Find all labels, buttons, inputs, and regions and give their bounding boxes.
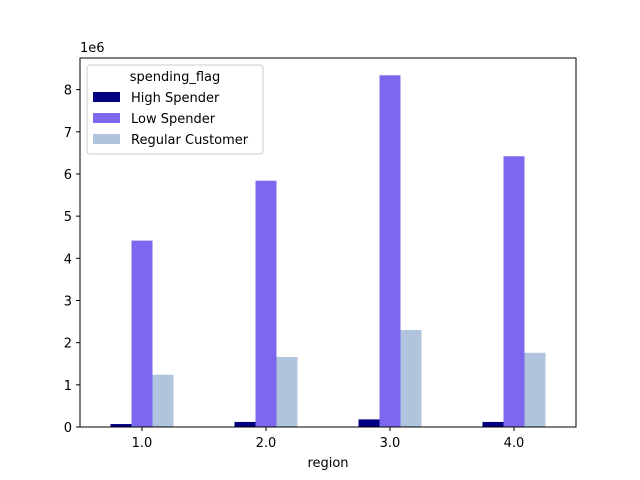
y-tick-label: 2 bbox=[64, 337, 72, 352]
bars-layer bbox=[110, 75, 546, 427]
legend: spending_flag High Spender Low Spender Reg… bbox=[86, 64, 264, 155]
y-tick-label: 0 bbox=[64, 421, 72, 436]
legend-label-low-spender: Low Spender bbox=[131, 112, 216, 127]
plot-frame bbox=[79, 57, 577, 428]
bar-low-spender-3.0 bbox=[379, 75, 401, 427]
x-tick-label: 1.0 bbox=[132, 436, 153, 451]
legend-items: High Spender Low Spender Regular Customer bbox=[93, 91, 249, 148]
bar-high-spender-4.0 bbox=[482, 421, 504, 427]
y-tick-label: 3 bbox=[64, 294, 72, 309]
x-tick-label: 3.0 bbox=[380, 436, 401, 451]
y-tick-label: 6 bbox=[64, 168, 72, 183]
bar-low-spender-2.0 bbox=[255, 180, 277, 427]
bar-high-spender-2.0 bbox=[234, 421, 256, 427]
bar-regular-customer-2.0 bbox=[276, 356, 298, 427]
bar-regular-customer-3.0 bbox=[400, 330, 422, 427]
y-tick-label: 7 bbox=[64, 126, 72, 141]
legend-title: spending_flag bbox=[130, 70, 221, 85]
y-tick-label: 5 bbox=[64, 210, 72, 225]
bar-low-spender-4.0 bbox=[503, 156, 525, 427]
x-axis: 1.0 2.0 3.0 4.0 bbox=[132, 427, 525, 451]
bar-high-spender-3.0 bbox=[358, 419, 380, 427]
x-tick-label: 2.0 bbox=[256, 436, 277, 451]
legend-label-regular-customer: Regular Customer bbox=[131, 133, 249, 148]
legend-swatch-high-spender bbox=[93, 92, 120, 102]
x-tick-label: 4.0 bbox=[504, 436, 525, 451]
bar-regular-customer-4.0 bbox=[524, 352, 546, 427]
legend-box bbox=[86, 64, 264, 155]
bar-regular-customer-1.0 bbox=[152, 374, 174, 427]
y-tick-label: 1 bbox=[64, 379, 72, 394]
legend-label-high-spender: High Spender bbox=[131, 91, 220, 106]
bar-low-spender-1.0 bbox=[131, 240, 153, 427]
legend-swatch-low-spender bbox=[93, 113, 120, 123]
legend-swatch-regular-customer bbox=[93, 134, 120, 144]
bar-high-spender-1.0 bbox=[110, 424, 132, 427]
x-axis-label: region bbox=[307, 456, 348, 471]
y-tick-label: 8 bbox=[64, 84, 72, 99]
y-axis: 0 1 2 3 4 5 6 7 8 bbox=[64, 84, 80, 436]
y-axis-offset-label: 1e6 bbox=[80, 41, 105, 56]
y-tick-label: 4 bbox=[64, 252, 72, 267]
